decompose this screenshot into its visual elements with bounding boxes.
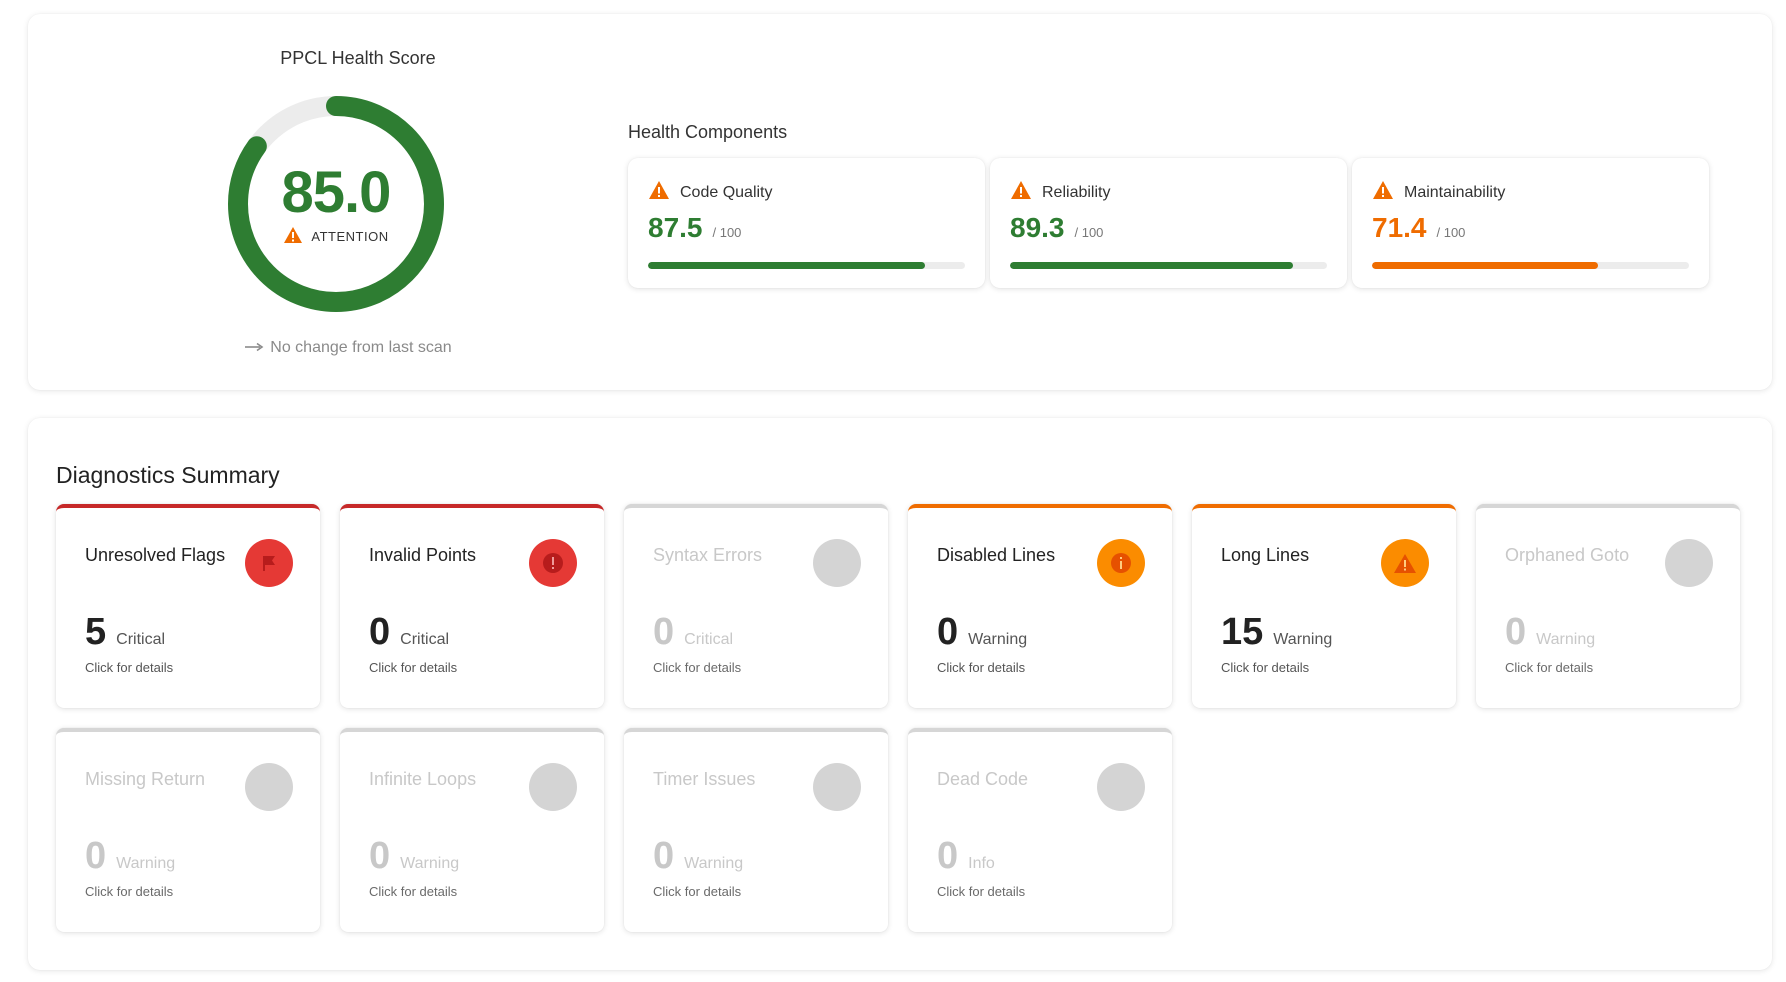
tile-count: 0 (369, 611, 391, 653)
component-progress-fill (1372, 262, 1599, 269)
tile-severity: Warning (1536, 631, 1596, 648)
tile-count: 0 (653, 611, 675, 653)
health-score-value: 85.0 (281, 160, 392, 225)
component-card-reliability[interactable]: Reliability 89.3 / 100 (990, 158, 1347, 288)
empty-circle-icon (813, 539, 861, 587)
tile-name: Orphaned Goto (1505, 545, 1630, 565)
diag-tile-unresolved-flags[interactable]: Unresolved Flags 5 Critical Click for de… (56, 504, 320, 708)
tile-severity: Critical (684, 631, 734, 648)
diagnostics-title: Diagnostics Summary (56, 462, 280, 488)
diag-tile-long-lines[interactable]: Long Lines 15 Warning Click for details (1192, 504, 1456, 708)
gauge-arc (228, 96, 444, 312)
tile-hint: Click for details (937, 884, 1026, 899)
tile-severity: Warning (400, 855, 460, 872)
component-label: Maintainability (1404, 183, 1506, 201)
tile-count: 0 (85, 835, 107, 877)
tile-name: Invalid Points (369, 545, 477, 565)
diagnostics-panel: Diagnostics Summary Unresolved Flags 5 C… (28, 418, 1772, 970)
warning-triangle-icon (1372, 180, 1394, 205)
tile-hint: Click for details (369, 660, 458, 675)
info-icon (1097, 539, 1145, 587)
tile-hint: Click for details (369, 884, 458, 899)
warning-triangle-icon (1381, 539, 1429, 587)
tile-hint: Click for details (653, 660, 742, 675)
error-icon (529, 539, 577, 587)
tile-severity: Critical (116, 631, 166, 648)
tile-severity: Warning (684, 855, 744, 872)
tile-name: Timer Issues (653, 769, 756, 789)
component-label: Code Quality (680, 183, 773, 201)
diag-tile-dead-code[interactable]: Dead Code 0 Info Click for details (908, 728, 1172, 932)
tile-name: Syntax Errors (653, 545, 763, 565)
tile-name: Unresolved Flags (85, 545, 226, 565)
diag-tile-syntax-errors[interactable]: Syntax Errors 0 Critical Click for detai… (624, 504, 888, 708)
empty-circle-icon (245, 763, 293, 811)
component-max: / 100 (1436, 225, 1466, 240)
arrow-right-icon (244, 339, 264, 357)
component-progress-track (1010, 262, 1327, 269)
empty-circle-icon (813, 763, 861, 811)
diag-tile-timer-issues[interactable]: Timer Issues 0 Warning Click for details (624, 728, 888, 932)
component-value: 89.3 (1010, 212, 1065, 243)
diag-tile-invalid-points[interactable]: Invalid Points 0 Critical Click for deta… (340, 504, 604, 708)
tile-severity: Critical (400, 631, 450, 648)
tile-hint: Click for details (85, 660, 174, 675)
diag-tile-missing-return[interactable]: Missing Return 0 Warning Click for detai… (56, 728, 320, 932)
tile-name: Disabled Lines (937, 545, 1056, 565)
tile-hint: Click for details (937, 660, 1026, 675)
component-label: Reliability (1042, 183, 1111, 201)
diag-tile-disabled-lines[interactable]: Disabled Lines 0 Warning Click for detai… (908, 504, 1172, 708)
tile-severity: Warning (1273, 631, 1333, 648)
component-card-code-quality[interactable]: Code Quality 87.5 / 100 (628, 158, 985, 288)
health-status-label: ATTENTION (311, 229, 389, 244)
score-change: No change from last scan (218, 339, 478, 357)
tile-severity: Warning (968, 631, 1028, 648)
tile-count: 0 (1505, 611, 1527, 653)
health-score-title: PPCL Health Score (280, 48, 436, 68)
tile-severity: Warning (116, 855, 176, 872)
empty-circle-icon (1097, 763, 1145, 811)
warning-triangle-icon (1010, 180, 1032, 205)
tile-name: Infinite Loops (369, 769, 477, 789)
component-progress-track (648, 262, 965, 269)
component-value: 87.5 (648, 212, 703, 243)
empty-circle-icon (529, 763, 577, 811)
empty-circle-icon (1665, 539, 1713, 587)
health-score-gauge (218, 86, 454, 322)
component-progress-fill (1010, 262, 1294, 269)
diag-tile-orphaned-goto[interactable]: Orphaned Goto 0 Warning Click for detail… (1476, 504, 1740, 708)
component-progress-fill (648, 262, 926, 269)
tile-count: 15 (1221, 611, 1264, 653)
tile-hint: Click for details (653, 884, 742, 899)
tile-hint: Click for details (1221, 660, 1310, 675)
flag-icon (245, 539, 293, 587)
component-card-maintainability[interactable]: Maintainability 71.4 / 100 (1352, 158, 1709, 288)
warning-triangle-icon (648, 180, 670, 205)
component-progress-track (1372, 262, 1689, 269)
tile-count: 0 (937, 835, 959, 877)
tile-name: Dead Code (937, 769, 1029, 789)
tile-hint: Click for details (1505, 660, 1594, 675)
health-panel: PPCL Health Score 85.0 ATTENTION No chan… (28, 14, 1772, 390)
diag-tile-infinite-loops[interactable]: Infinite Loops 0 Warning Click for detai… (340, 728, 604, 932)
health-status: ATTENTION (218, 226, 454, 247)
score-change-text: No change from last scan (270, 339, 452, 356)
tile-name: Missing Return (85, 769, 206, 789)
warning-triangle-icon (283, 226, 303, 247)
tile-count: 5 (85, 611, 107, 653)
component-value: 71.4 (1372, 212, 1427, 243)
component-max: / 100 (1074, 225, 1104, 240)
tile-hint: Click for details (85, 884, 174, 899)
tile-count: 0 (369, 835, 391, 877)
tile-severity: Info (968, 855, 995, 872)
health-components-title: Health Components (628, 122, 788, 142)
tile-count: 0 (653, 835, 675, 877)
tile-count: 0 (937, 611, 959, 653)
component-max: / 100 (712, 225, 742, 240)
tile-name: Long Lines (1221, 545, 1310, 565)
